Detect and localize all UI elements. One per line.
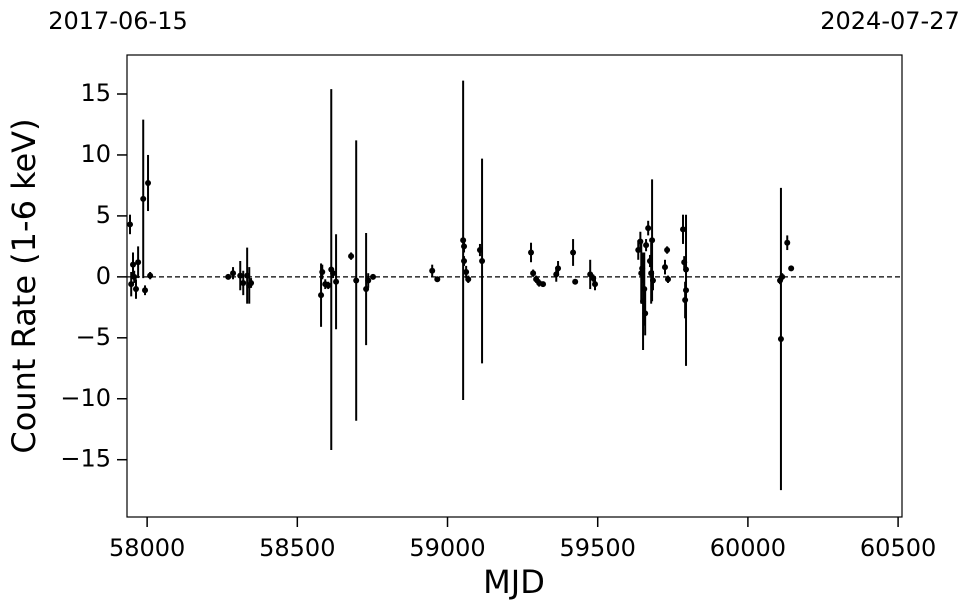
x-tick-label: 59000: [409, 534, 485, 562]
x-tick-label: 60500: [860, 534, 936, 562]
data-point: [461, 258, 468, 265]
data-point: [555, 265, 562, 272]
x-tick-label: 59500: [560, 534, 636, 562]
data-point: [133, 286, 140, 293]
data-point: [325, 282, 332, 289]
data-point: [463, 268, 470, 275]
data-point: [784, 239, 791, 246]
data-point: [680, 226, 687, 233]
data-point: [128, 281, 135, 288]
y-tick-label: 0: [96, 262, 111, 290]
data-point: [570, 249, 577, 256]
data-point: [540, 281, 547, 288]
y-tick-label: −10: [60, 384, 111, 412]
data-point: [649, 237, 656, 244]
data-point: [530, 270, 537, 277]
data-point: [643, 242, 650, 249]
data-point: [330, 270, 337, 277]
data-point: [641, 286, 648, 293]
data-point: [147, 272, 154, 279]
data-point: [528, 249, 535, 256]
data-point: [248, 279, 255, 286]
data-point: [779, 273, 786, 280]
data-point: [130, 261, 137, 268]
x-axis-label: MJD: [483, 563, 545, 601]
y-tick-label: −15: [60, 445, 111, 473]
data-point: [429, 267, 436, 274]
data-point: [225, 273, 232, 280]
top-right-label: 2024-07-27: [820, 7, 959, 35]
data-point: [131, 273, 138, 280]
data-point: [319, 268, 326, 275]
data-point: [683, 266, 690, 273]
data-point: [140, 195, 147, 202]
data-point: [135, 259, 142, 266]
y-tick-label: 15: [80, 79, 111, 107]
data-point: [664, 247, 671, 254]
data-point: [461, 243, 468, 250]
data-point: [592, 281, 599, 288]
data-point: [318, 292, 325, 299]
data-point: [479, 258, 486, 265]
data-point: [348, 253, 355, 260]
data-point: [353, 277, 360, 284]
data-point: [642, 310, 649, 317]
data-point: [230, 270, 237, 277]
x-tick-label: 60000: [710, 534, 786, 562]
data-point: [661, 264, 668, 271]
data-point: [649, 277, 656, 284]
plot-frame: [126, 54, 903, 518]
data-point: [788, 265, 795, 272]
data-point: [142, 287, 149, 294]
x-tick-label: 58500: [259, 534, 335, 562]
data-point: [777, 336, 784, 343]
data-point: [237, 272, 244, 279]
y-axis-label: Count Rate (1-6 keV): [5, 118, 43, 453]
data-point: [145, 179, 152, 186]
data-point: [683, 287, 690, 294]
data-point: [240, 279, 247, 286]
data-point: [645, 225, 652, 232]
data-point: [465, 276, 472, 283]
data-point: [434, 276, 441, 283]
data-point: [370, 273, 377, 280]
y-tick-label: −5: [76, 323, 111, 351]
data-point: [127, 221, 134, 228]
data-point: [365, 277, 372, 284]
y-tick-label: 5: [96, 201, 111, 229]
data-point: [333, 278, 340, 285]
data-point: [572, 278, 579, 285]
data-point: [664, 276, 671, 283]
top-left-label: 2017-06-15: [48, 7, 187, 35]
y-tick-label: 10: [80, 140, 111, 168]
x-tick-label: 58000: [109, 534, 185, 562]
